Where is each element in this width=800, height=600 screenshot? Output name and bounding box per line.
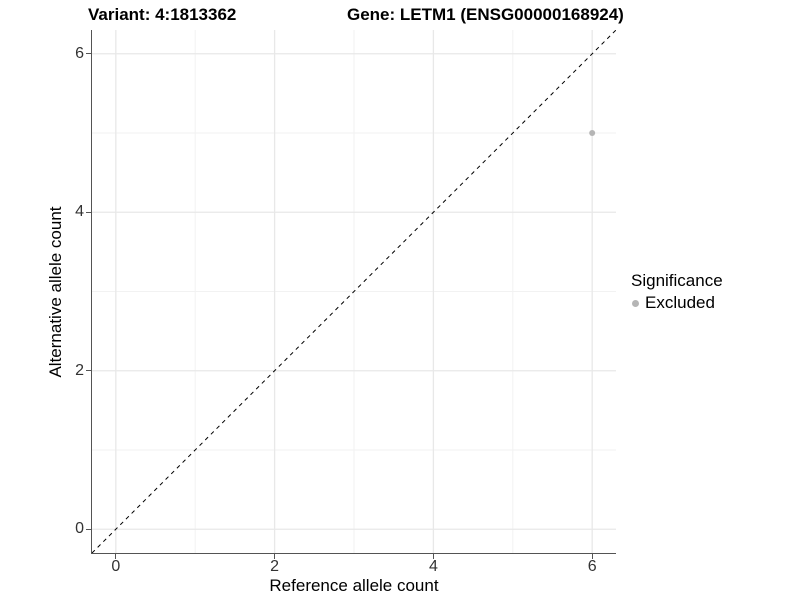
x-tick-label: 2 (270, 558, 280, 575)
x-tick-mark (274, 554, 276, 559)
legend-item-label: Excluded (645, 293, 715, 312)
x-tick-mark (432, 554, 434, 559)
y-tick-label: 4 (75, 203, 84, 221)
x-axis-title: Reference allele count (269, 576, 439, 595)
legend-title: Significance (631, 271, 723, 290)
plot-title-gene: Gene: LETM1 (ENSG00000168924) (347, 5, 624, 24)
y-axis-title: Alternative allele count (46, 206, 65, 378)
plot-panel (91, 30, 616, 554)
x-tick-mark (591, 554, 593, 559)
y-tick-mark (86, 53, 91, 55)
x-tick-mark (115, 554, 117, 559)
y-tick-mark (86, 370, 91, 372)
y-tick-label: 0 (75, 520, 84, 538)
y-tick-mark (86, 211, 91, 213)
circle-icon (632, 299, 639, 307)
identity-dashed-line (92, 30, 616, 553)
data-point-excluded (589, 130, 596, 137)
x-tick-label: 4 (428, 558, 438, 575)
plot-canvas (92, 30, 616, 553)
x-tick-label: 0 (111, 558, 121, 575)
y-tick-label: 2 (75, 361, 84, 379)
legend-item: Excluded (629, 293, 723, 313)
y-tick-label: 6 (75, 44, 84, 62)
y-tick-mark (86, 528, 91, 530)
legend-items: Excluded (629, 293, 723, 313)
x-tick-label: 6 (587, 558, 597, 575)
legend: Significance Excluded (629, 271, 723, 313)
plot-title-variant: Variant: 4:1813362 (88, 5, 237, 24)
